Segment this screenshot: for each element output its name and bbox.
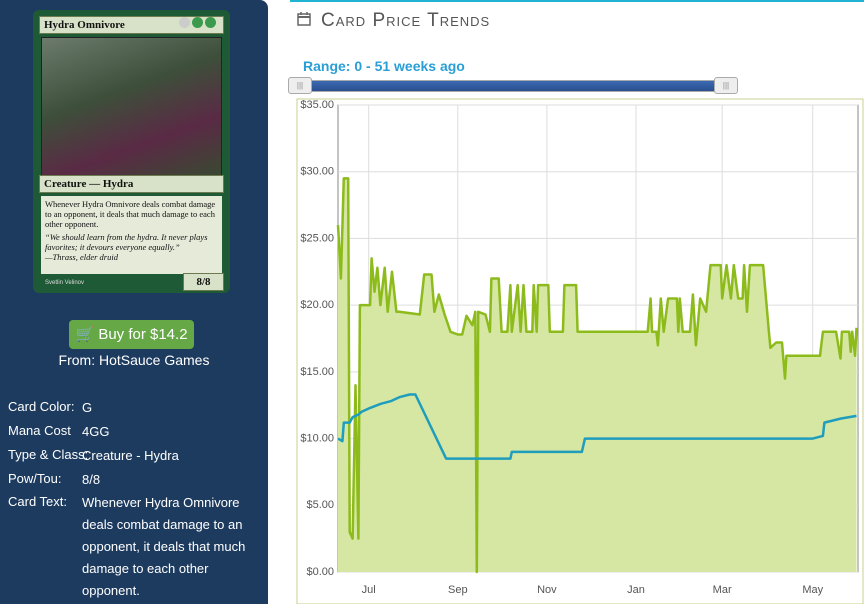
range-label: Range: 0 - 51 weeks ago	[303, 58, 465, 74]
card-pt: 8/8	[183, 273, 224, 291]
x-tick-label: Jan	[627, 584, 645, 596]
slider-handle[interactable]: |||	[714, 77, 738, 94]
card-name: Hydra Omnivore	[39, 16, 224, 34]
detail-label: Pow/Tou:	[8, 471, 62, 486]
detail-value: 8/8	[82, 472, 101, 487]
seller: From: HotSauce Games	[58, 352, 210, 368]
detail-value: 4GG	[82, 424, 110, 439]
mana-symbol	[179, 17, 190, 28]
card-artist: Svetlin Velinov	[45, 280, 85, 286]
card-type: Creature — Hydra	[39, 175, 224, 193]
sidebar: Hydra Omnivore Creature — Hydra Whenever…	[0, 0, 268, 604]
x-tick-label: Jul	[362, 584, 376, 596]
card-flavor-author: —Thrass, elder druid	[45, 251, 118, 262]
top-rule	[290, 0, 864, 2]
card-textbox: Whenever Hydra Omnivore deals combat dam…	[41, 196, 222, 274]
x-tick-label: Nov	[537, 584, 557, 596]
x-tick-label: Mar	[713, 584, 732, 596]
y-tick-label: $15.00	[300, 366, 334, 378]
slider-handle[interactable]: |||	[288, 77, 312, 94]
line	[337, 393, 857, 460]
y-tick-label: $30.00	[300, 166, 334, 178]
mana-symbol	[205, 17, 216, 28]
card-image: Hydra Omnivore Creature — Hydra Whenever…	[33, 10, 230, 293]
card-flavor: “We should learn from the hydra. It neve…	[45, 232, 208, 253]
line	[336, 177, 858, 574]
mana-symbol	[192, 17, 203, 28]
detail-label: Mana Cost	[8, 423, 71, 438]
x-tick-label: May	[802, 584, 823, 596]
range-slider[interactable]	[298, 80, 738, 92]
x-tick-label: Sep	[448, 584, 468, 596]
detail-label: Card Color:	[8, 399, 75, 414]
detail-value: G	[82, 400, 93, 415]
card-art	[41, 37, 222, 179]
buy-label: Buy for $14.2	[98, 326, 188, 343]
detail-value: Creature - Hydra	[82, 448, 179, 463]
y-tick-label: $0.00	[306, 566, 334, 578]
y-tick-label: $5.00	[306, 499, 334, 511]
chart: $0.00 $5.00 $10.00 $15.00 $20.00 $25.00 $30.00…	[296, 98, 864, 604]
cart-icon: 🛒	[75, 326, 99, 343]
buy-button[interactable]: 🛒 Buy for $14.2	[69, 320, 194, 349]
detail-label: Type & Class:	[8, 447, 89, 462]
y-tick-label: $35.00	[300, 99, 334, 111]
card-rules: Whenever Hydra Omnivore deals combat dam…	[45, 199, 216, 229]
calendar-icon	[297, 12, 311, 26]
detail-value: Whenever Hydra Omnivore deals combat dam…	[82, 495, 246, 598]
detail-label: Card Text:	[8, 494, 68, 509]
section-title: Card Price Trends	[321, 10, 491, 31]
y-tick-label: $20.00	[300, 299, 334, 311]
y-tick-label: $10.00	[300, 432, 334, 444]
y-tick-label: $25.00	[300, 232, 334, 244]
